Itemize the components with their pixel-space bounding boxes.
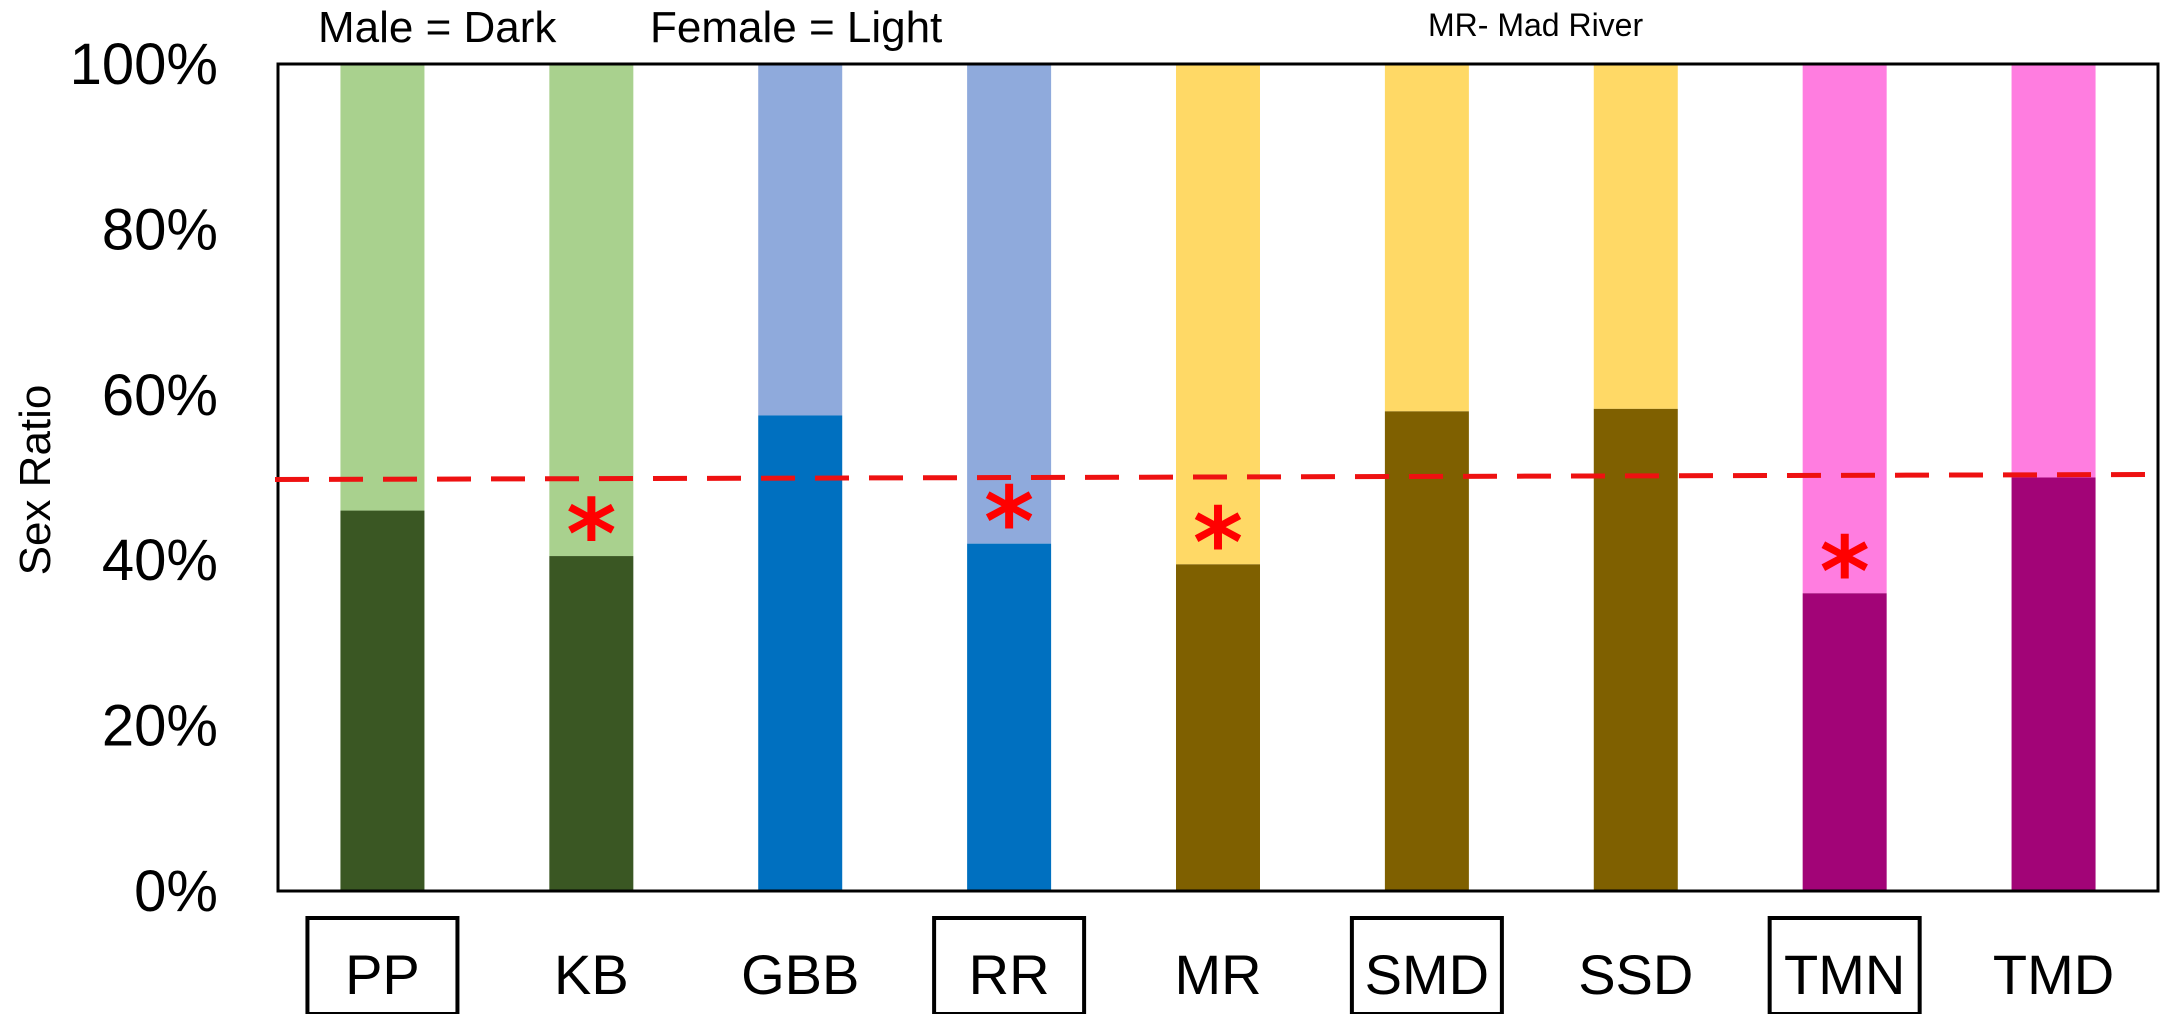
x-axis-labels: PP KB GBB RR MR SMD SSD TMN TMD xyxy=(305,916,2114,1014)
significance-markers: * * * * xyxy=(566,467,1870,629)
y-tick-label-5: 100% xyxy=(70,32,218,97)
bar-female-tmn xyxy=(1802,64,1887,594)
bar-female-rr xyxy=(967,64,1052,544)
bar-male-smd xyxy=(1384,411,1469,891)
bar-male-gbb xyxy=(758,415,843,891)
y-tick-label-0: 0% xyxy=(134,859,218,924)
significance-star-rr: * xyxy=(984,467,1034,579)
bar-male-rr xyxy=(967,543,1052,891)
x-tick-label-tmn: TMN xyxy=(1784,943,1905,1006)
bar-female-ssd xyxy=(1593,64,1678,409)
bars-group xyxy=(340,64,2096,891)
bar-female-mr xyxy=(1176,64,1260,565)
significance-star-kb: * xyxy=(566,479,616,591)
y-tick-label-1: 20% xyxy=(102,694,218,759)
bar-female-kb xyxy=(549,64,634,557)
bar-female-smd xyxy=(1384,64,1469,412)
x-tick-label-tmd: TMD xyxy=(1993,943,2114,1006)
bar-male-mr xyxy=(1176,564,1260,891)
significance-star-tmn: * xyxy=(1820,516,1870,628)
bar-male-pp xyxy=(340,510,425,891)
y-tick-label-4: 80% xyxy=(102,197,218,262)
legend-female-text: Female = Light xyxy=(650,3,942,52)
y-tick-label-3: 60% xyxy=(102,363,218,428)
legend-note-text: MR- Mad River xyxy=(1428,7,1643,43)
category-box-rr xyxy=(932,916,1087,1014)
category-box-pp xyxy=(305,916,460,1014)
bar-male-tmd xyxy=(2011,477,2096,891)
y-tick-label-2: 40% xyxy=(102,528,218,593)
x-tick-label-smd: SMD xyxy=(1365,943,1489,1006)
y-axis-ticks: 0% 20% 40% 60% 80% 100% xyxy=(70,32,218,924)
bar-female-tmd xyxy=(2011,64,2096,478)
legend-male-text: Male = Dark xyxy=(318,3,557,52)
x-tick-label-mr: MR xyxy=(1174,943,1261,1006)
bar-male-kb xyxy=(549,556,634,891)
x-tick-label-rr: RR xyxy=(969,943,1050,1006)
x-tick-label-ssd: SSD xyxy=(1578,943,1693,1006)
bar-male-tmn xyxy=(1802,593,1887,891)
y-axis-label: Sex Ratio xyxy=(11,385,60,576)
x-tick-label-kb: KB xyxy=(554,943,629,1006)
fifty-percent-reference-line xyxy=(274,472,2159,482)
significance-star-mr: * xyxy=(1193,487,1243,599)
category-box-tmn xyxy=(1767,916,1922,1014)
category-box-smd xyxy=(1349,916,1504,1014)
bar-female-pp xyxy=(340,64,425,511)
bar-male-ssd xyxy=(1593,408,1678,891)
bar-female-gbb xyxy=(758,64,843,416)
x-tick-label-gbb: GBB xyxy=(741,943,859,1006)
x-tick-label-pp: PP xyxy=(345,943,420,1006)
